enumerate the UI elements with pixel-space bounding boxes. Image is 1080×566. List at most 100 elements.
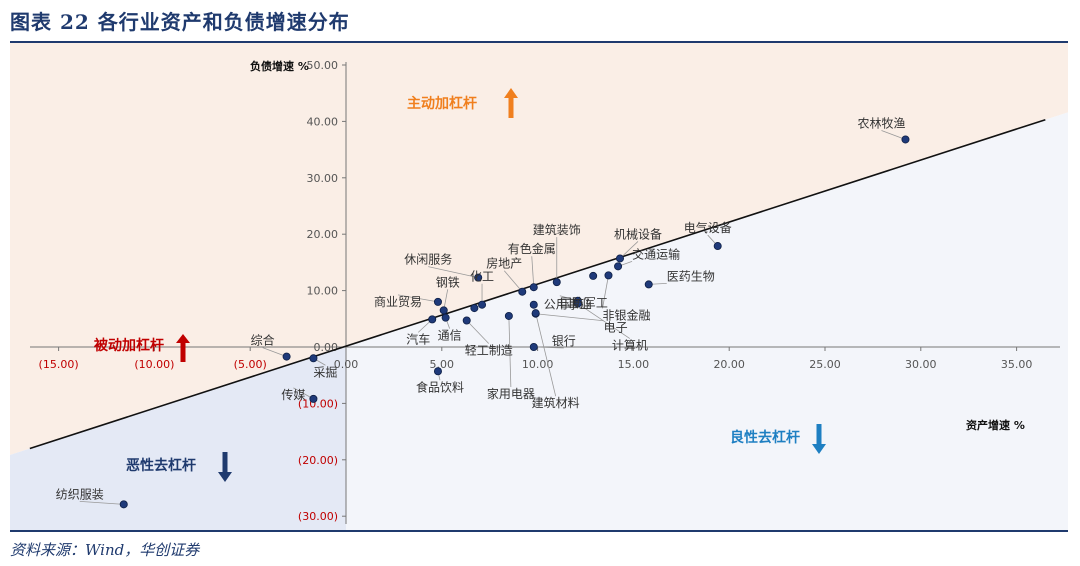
label-leader: [79, 500, 124, 505]
reference-line: [29, 118, 1046, 450]
data-point: [309, 354, 318, 363]
data-point: [428, 315, 437, 324]
data-label: 休闲服务: [404, 252, 452, 267]
y-tick-label: (10.00): [298, 397, 338, 410]
data-point: [531, 309, 540, 318]
data-label: 汽车: [406, 331, 430, 346]
data-point: [282, 352, 291, 361]
y-tick-label: 30.00: [307, 172, 339, 185]
up-arrow-icon: [176, 334, 190, 362]
label-leader: [508, 315, 512, 387]
data-point: [529, 283, 538, 292]
data-label: 非银金融: [602, 307, 650, 322]
y-tick-label: 50.00: [307, 59, 339, 72]
data-point: [462, 316, 471, 325]
data-label: 建筑装饰: [533, 222, 581, 237]
data-label: 轻工制造: [465, 343, 513, 357]
data-label: 纺织服装: [56, 487, 104, 501]
data-point: [433, 367, 442, 376]
data-points: [119, 135, 910, 509]
figure-source: 资料来源：Wind，华创证券: [10, 541, 200, 559]
x-tick-label: (10.00): [134, 358, 174, 371]
y-tick-label: (20.00): [298, 454, 338, 467]
data-point: [470, 304, 479, 313]
data-point: [518, 287, 527, 296]
data-label: 电气设备: [684, 220, 732, 235]
zone-label-top: 主动加杠杆: [407, 95, 477, 112]
data-point: [529, 342, 538, 351]
data-point: [644, 280, 653, 289]
label-leader: [397, 294, 439, 303]
zone-background-left: [10, 346, 346, 530]
label-leader: [533, 346, 564, 349]
label-leader: [619, 241, 639, 259]
title-rule: [10, 41, 1068, 43]
label-leader: [531, 256, 535, 288]
data-point: [604, 271, 613, 280]
data-point: [478, 300, 487, 309]
label-leader: [602, 275, 609, 309]
x-tick-label: (15.00): [39, 358, 79, 371]
x-tick-label: 0.00: [334, 358, 359, 371]
data-label: 钢铁: [436, 275, 460, 289]
data-point: [529, 300, 538, 309]
y-tick-label: 40.00: [307, 115, 339, 128]
data-label: 通信: [438, 329, 462, 343]
data-point: [615, 254, 624, 263]
label-leader: [535, 313, 604, 322]
label-leader: [466, 320, 489, 344]
data-label: 房地产: [486, 256, 522, 271]
data-label: 食品饮料: [416, 379, 464, 394]
y-tick-label: 20.00: [307, 228, 339, 241]
x-axis-title: 资产增速 %: [966, 418, 1025, 432]
data-label: 机械设备: [614, 226, 662, 241]
y-tick-label: 10.00: [307, 285, 339, 298]
data-label: 公用事业: [544, 298, 592, 312]
data-label: 家用电器: [487, 386, 535, 401]
label-leader: [262, 347, 287, 357]
data-point: [713, 242, 722, 251]
x-tick-label: 10.00: [522, 358, 554, 371]
data-label: 交通运输: [632, 246, 680, 261]
data-point: [573, 299, 582, 308]
data-point: [441, 313, 450, 322]
data-label: 建筑材料: [532, 395, 580, 410]
y-axis-title: 负债增速 %: [250, 59, 309, 73]
data-label: 国防军工: [560, 295, 608, 310]
data-point: [474, 273, 483, 282]
zone-label-left: 被动加杠杆: [94, 337, 164, 354]
label-leader: [881, 130, 906, 140]
data-label: 银行: [552, 334, 576, 348]
data-label: 化工: [470, 270, 494, 284]
data-label: 采掘: [313, 364, 337, 379]
data-point: [552, 278, 561, 287]
data-point: [614, 262, 623, 271]
data-label: 医药生物: [667, 269, 715, 283]
x-tick-label: 15.00: [618, 358, 650, 371]
label-leader: [577, 303, 631, 339]
data-label: 计算机: [612, 338, 648, 353]
data-point: [439, 306, 448, 315]
down-arrow-icon: [218, 452, 232, 482]
data-label: 商业贸易: [374, 294, 422, 309]
x-tick-label: 30.00: [905, 358, 937, 371]
x-tick-label: (5.00): [234, 358, 267, 371]
figure-title: 图表 22 各行业资产和负债增速分布: [10, 10, 350, 34]
x-tick-label: 35.00: [1001, 358, 1033, 371]
data-point: [504, 311, 513, 320]
data-label: 电子: [604, 321, 628, 335]
label-leader-lines: [79, 130, 906, 505]
data-point: [901, 135, 910, 144]
x-axis-ticks: (15.00) (10.00) (5.00) 0.00 5.00 10.00 15.00 20…: [39, 347, 1033, 371]
data-label: 综合: [251, 333, 275, 348]
source-rule: [10, 530, 1068, 532]
x-tick-label: 20.00: [713, 358, 745, 371]
down-arrow-icon: [812, 424, 826, 454]
label-leader: [428, 266, 479, 279]
label-leader: [535, 313, 557, 397]
data-point: [433, 297, 442, 306]
data-label: 农林牧渔: [857, 116, 905, 130]
data-point: [589, 271, 598, 280]
